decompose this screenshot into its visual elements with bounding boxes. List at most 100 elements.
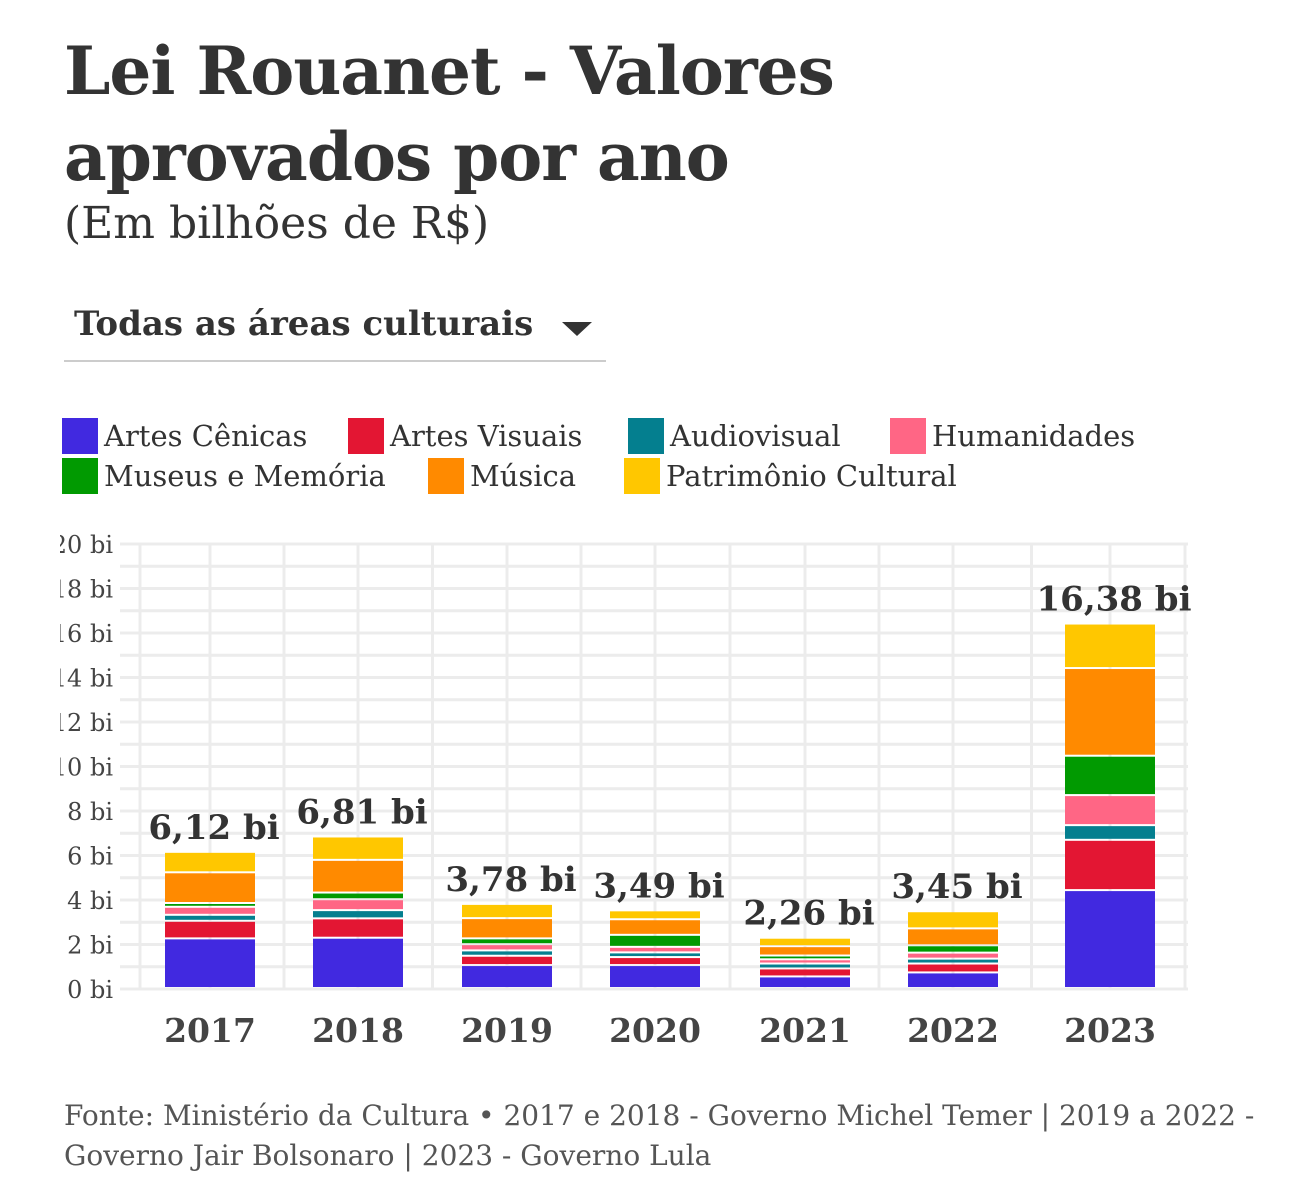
x-tick-label: 2018: [312, 1011, 404, 1050]
axis-mask: [0, 520, 60, 1010]
bar-segment: [462, 919, 552, 938]
y-tick-label: 10 bi: [52, 754, 114, 782]
bar-segment: [1065, 891, 1155, 987]
bar-segment: [908, 946, 998, 952]
bar-segment: [908, 953, 998, 958]
dropdown-selected-value: Todas as áreas culturais: [74, 304, 534, 344]
x-tick-label: 2022: [907, 1011, 999, 1050]
bar-segment: [313, 860, 403, 892]
bar-segment: [610, 935, 700, 946]
bar-segment: [313, 938, 403, 987]
legend-swatch: [624, 458, 660, 494]
bar-segment: [760, 977, 850, 987]
source-note: Fonte: Ministério da Cultura • 2017 e 20…: [64, 1099, 1255, 1172]
bar-segment: [760, 956, 850, 959]
bar-segment: [462, 904, 552, 918]
legend-item[interactable]: Patrimônio Cultural: [624, 458, 957, 494]
bar-segment: [165, 907, 255, 914]
bar-segment: [165, 921, 255, 938]
x-tick-label: 2017: [164, 1011, 256, 1050]
bar-segment: [1065, 840, 1155, 890]
bar-segment: [760, 964, 850, 968]
bar-segment: [908, 912, 998, 928]
bar-segment: [610, 966, 700, 987]
y-tick-label: 4 bi: [67, 887, 113, 915]
legend-swatch: [428, 458, 464, 494]
legend-label: Patrimônio Cultural: [666, 459, 957, 493]
total-label: 16,38 bi: [1037, 580, 1192, 620]
bar-segment: [908, 959, 998, 963]
bar-segment: [165, 873, 255, 903]
caret-down-icon[interactable]: [562, 322, 592, 336]
bar-segment: [313, 911, 403, 918]
bar-segment: [610, 953, 700, 957]
area-filter-dropdown[interactable]: Todas as áreas culturais: [64, 300, 606, 362]
bar-segment: [165, 915, 255, 920]
bar-segment: [1065, 669, 1155, 755]
x-tick-label: 2020: [609, 1011, 701, 1050]
legend-item[interactable]: Artes Visuais: [348, 418, 582, 454]
legend-label: Música: [470, 459, 577, 493]
legend-item[interactable]: Música: [428, 458, 576, 494]
bar-segment: [462, 951, 552, 955]
legend-item[interactable]: Audiovisual: [628, 418, 841, 454]
bar-segment: [462, 945, 552, 950]
y-tick-label: 14 bi: [52, 665, 114, 693]
legend-swatch: [628, 418, 664, 454]
bar-segment: [908, 973, 998, 987]
total-label: 6,81 bi: [296, 792, 427, 832]
bar-segment: [760, 960, 850, 963]
total-label: 2,26 bi: [743, 894, 874, 934]
total-label: 3,49 bi: [593, 866, 724, 906]
x-tick-label: 2021: [759, 1011, 851, 1050]
bar-segment: [1065, 826, 1155, 839]
y-tick-label: 20 bi: [52, 531, 114, 559]
bar-segment: [165, 852, 255, 872]
bar-segment: [165, 904, 255, 906]
bar-segment: [462, 956, 552, 965]
legend-swatch: [62, 418, 98, 454]
legend-swatch: [62, 458, 98, 494]
bar-segment: [908, 929, 998, 945]
y-tick-label: 6 bi: [67, 843, 113, 871]
legend-label: Artes Cênicas: [104, 419, 308, 453]
legend-item[interactable]: Museus e Memória: [62, 458, 386, 494]
legend-item[interactable]: Artes Cênicas: [62, 418, 307, 454]
x-tick-label: 2023: [1064, 1011, 1156, 1050]
total-label: 3,45 bi: [891, 867, 1022, 907]
y-tick-label: 16 bi: [52, 620, 114, 648]
bar-segment: [610, 958, 700, 965]
total-label: 6,12 bi: [148, 808, 279, 848]
bar-segment: [1065, 796, 1155, 825]
bar-segment: [760, 938, 850, 946]
legend-item[interactable]: Humanidades: [890, 418, 1135, 454]
bar-segment: [610, 911, 700, 919]
legend-swatch: [890, 418, 926, 454]
chart-subtitle: (Em bilhões de R$): [64, 198, 490, 249]
bar-segment: [1065, 756, 1155, 795]
bar-segment: [313, 893, 403, 899]
bar-segment: [610, 920, 700, 934]
bar-segment: [313, 900, 403, 910]
legend-swatch: [348, 418, 384, 454]
chart-title: Lei Rouanet - Valores aprovados por ano: [64, 32, 835, 196]
bar-segment: [760, 969, 850, 976]
y-tick-label: 12 bi: [52, 709, 114, 737]
bar-segment: [462, 939, 552, 944]
bar-segment: [1065, 624, 1155, 668]
legend-label: Audiovisual: [670, 419, 841, 453]
y-tick-label: 8 bi: [67, 798, 113, 826]
y-tick-label: 0 bi: [67, 976, 113, 1004]
y-tick-label: 18 bi: [52, 576, 114, 604]
legend-label: Museus e Memória: [104, 459, 386, 493]
x-tick-label: 2019: [461, 1011, 553, 1050]
bar-segment: [760, 947, 850, 955]
total-label: 3,78 bi: [445, 860, 576, 900]
legend-label: Artes Visuais: [390, 419, 583, 453]
bar-segment: [462, 966, 552, 987]
bar-segment: [313, 919, 403, 937]
bar-segment: [313, 837, 403, 859]
bar-segment: [610, 947, 700, 952]
bar-segment: [908, 964, 998, 972]
